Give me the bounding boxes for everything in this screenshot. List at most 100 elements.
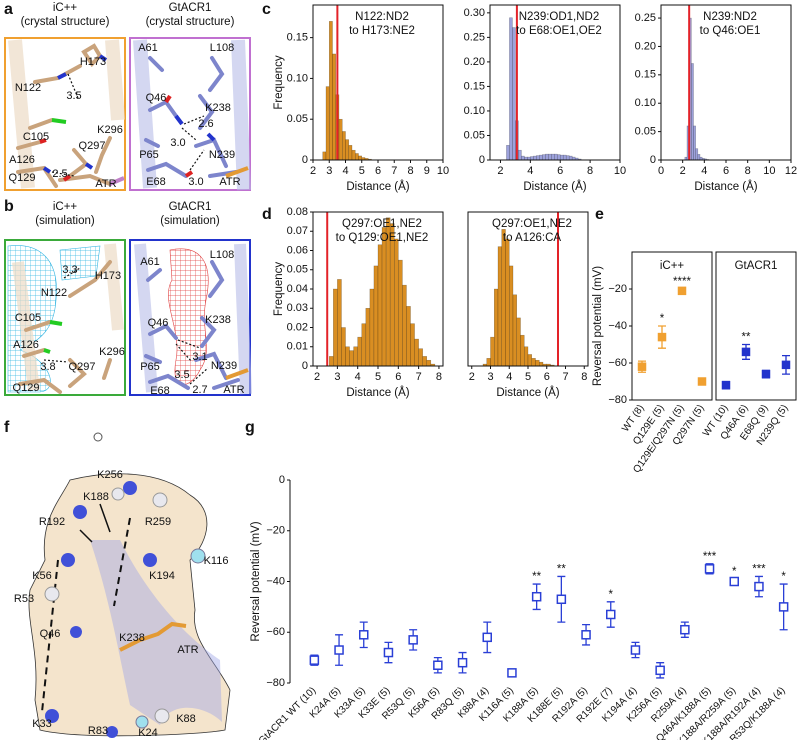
histogram-bar <box>520 334 525 367</box>
residue-label: A61 <box>140 256 160 268</box>
histogram-bar <box>357 336 362 367</box>
data-point <box>408 635 418 645</box>
sulfur <box>43 320 63 354</box>
helix <box>133 39 251 191</box>
histogram-bar <box>548 153 552 161</box>
histogram-bar <box>351 149 356 161</box>
histogram-bar <box>418 348 423 367</box>
panel-title: (simulation) <box>35 215 95 227</box>
x-tick-label: 2 <box>314 371 320 383</box>
y-tick-label: 0 <box>302 360 308 372</box>
panel-title: GtACR1 <box>169 2 212 14</box>
x-tick-label: 6 <box>544 371 550 383</box>
x-tick-label: 10 <box>614 165 626 177</box>
residue-label: K24 <box>138 727 158 739</box>
histogram-bar <box>531 358 536 367</box>
sphere <box>73 505 87 519</box>
x-tick-label: 9 <box>424 165 430 177</box>
histogram-bar <box>490 336 495 367</box>
oxygen <box>39 138 72 182</box>
histogram-bar <box>325 86 330 161</box>
significance: ** <box>532 571 541 583</box>
y-tick-label: 0.15 <box>287 32 308 44</box>
histogram-bar <box>697 154 701 161</box>
histogram-bar <box>506 145 510 161</box>
residue-label: E68 <box>146 176 166 188</box>
histogram-bar <box>410 323 415 367</box>
y-tick-label: 0.10 <box>464 105 485 117</box>
residue-label: L108 <box>210 249 234 261</box>
y-tick-label: 0.20 <box>464 56 485 68</box>
x-tick-label: 3 <box>487 371 493 383</box>
hbond <box>51 73 79 177</box>
residue-label: C105 <box>23 131 49 143</box>
x-tick-label: 7 <box>391 165 397 177</box>
data-point <box>778 602 789 612</box>
residue-label: A126 <box>9 154 35 166</box>
y-tick-label: 0.05 <box>464 129 485 141</box>
histogram-bar <box>348 145 353 161</box>
residue-label: 3.0 <box>188 176 203 188</box>
residue-label: Q46 <box>148 317 169 329</box>
panel-label: e <box>595 206 604 223</box>
histogram-bar <box>542 154 546 161</box>
panel-title: GtACR1 <box>169 201 212 213</box>
data-point <box>697 377 707 386</box>
x-tick-label: 6 <box>395 371 401 383</box>
water-density <box>168 248 209 385</box>
y-tick-label: 0.05 <box>287 264 308 276</box>
y-tick-label: 0.01 <box>287 341 308 353</box>
chart-title: to Q46:OE1 <box>700 25 761 37</box>
residue-label: Q46 <box>146 92 167 104</box>
residue-label: K238 <box>205 314 231 326</box>
data-point <box>581 630 591 640</box>
x-tick-label: 3 <box>334 371 340 383</box>
sphere <box>44 586 60 602</box>
residue-label: A126 <box>13 339 39 351</box>
y-tick-label: −20 <box>266 525 285 537</box>
sphere <box>135 715 149 729</box>
plot-frame <box>715 251 797 401</box>
hbond <box>43 267 81 363</box>
histogram-bar <box>509 17 513 161</box>
x-tick-label: 7 <box>562 371 568 383</box>
y-tick-label: 0 <box>650 154 656 166</box>
helix <box>8 39 125 189</box>
y-tick-label: 0.15 <box>635 69 656 81</box>
x-tick-label: 8 <box>745 165 751 177</box>
atr-stick <box>109 176 125 186</box>
residue-label: R83 <box>88 725 108 737</box>
residue-label: ATR <box>95 178 116 190</box>
nitrogen <box>42 54 108 174</box>
residue-label: 3.1 <box>192 351 207 363</box>
histogram-bar <box>539 154 543 161</box>
y-tick-label: −60 <box>608 357 627 369</box>
sphere <box>45 709 59 723</box>
x-tick-label: 8 <box>581 371 587 383</box>
residue-label: K238 <box>119 632 145 644</box>
sphere <box>143 553 157 567</box>
histogram-bar <box>329 356 334 367</box>
x-tick-label: 4 <box>527 165 533 177</box>
chart-title: to Q129:OE1,NE2 <box>336 232 429 244</box>
histogram-bar <box>554 153 558 161</box>
chart-title: Q297:OE1,NE2 <box>492 218 572 230</box>
x-tick-label: 2 <box>497 165 503 177</box>
panel-label: c <box>262 1 271 18</box>
data-point <box>655 665 665 676</box>
x-tick-label: 3 <box>326 165 332 177</box>
residue-label: H173 <box>80 56 106 68</box>
histogram-bar <box>369 288 375 367</box>
histogram-bar <box>512 27 516 161</box>
plot-frame <box>312 4 444 161</box>
significance: * <box>732 566 737 578</box>
panel-label: f <box>4 419 10 436</box>
data-point <box>433 660 443 670</box>
data-point <box>606 609 616 620</box>
histogram-bar <box>358 155 362 161</box>
y-tick-label: 0.07 <box>287 225 308 237</box>
histogram-bar <box>497 246 502 367</box>
x-tick-label: 12 <box>785 165 797 177</box>
